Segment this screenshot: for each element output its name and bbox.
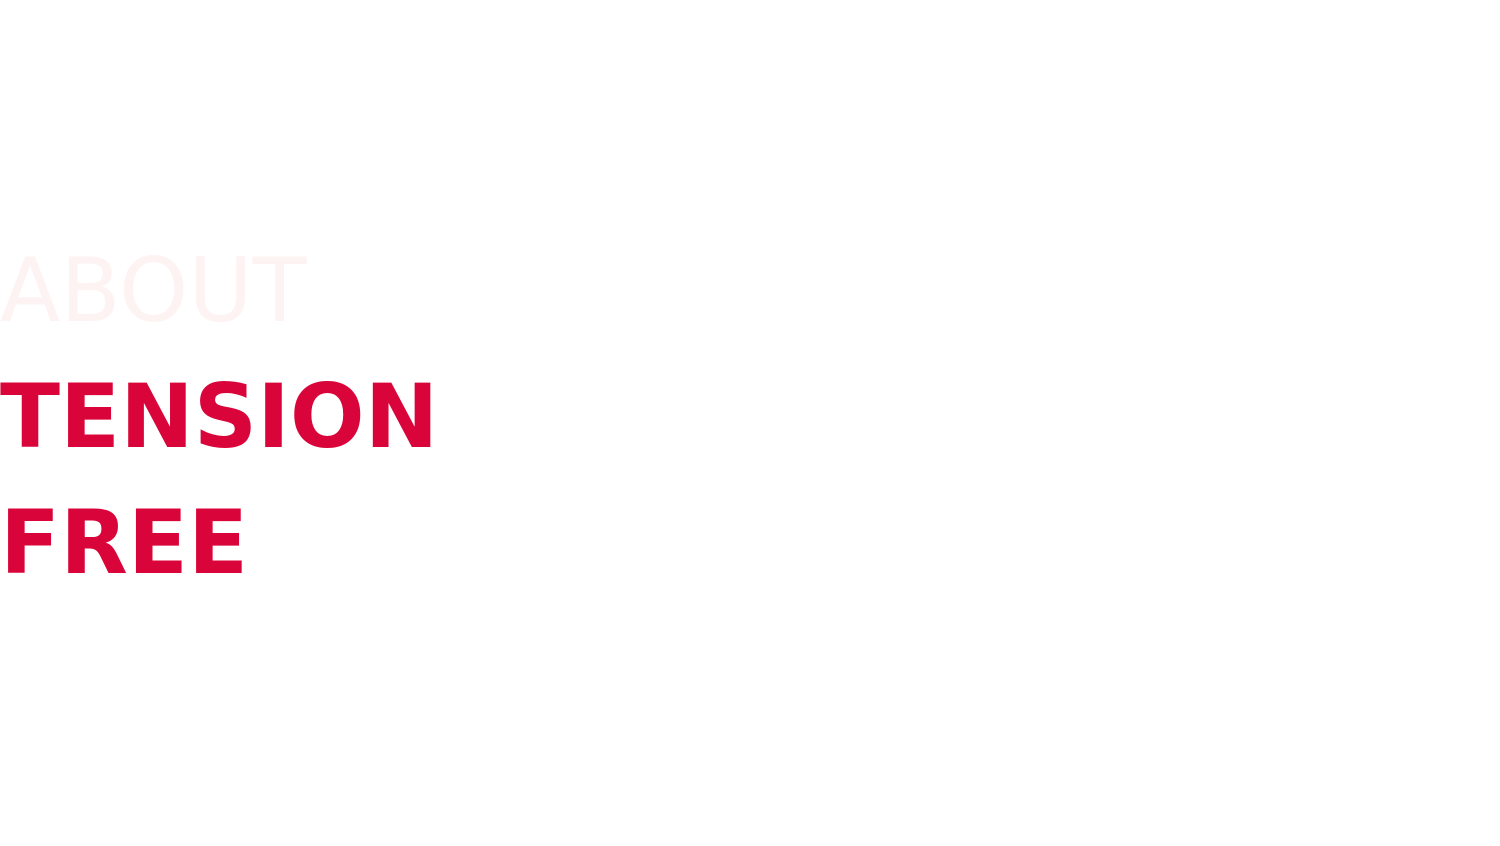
heading-line-about: ABOUT: [0, 239, 307, 342]
heading-line-tension: TENSION: [0, 365, 439, 468]
hero-heading: ABOUT TENSION FREE: [0, 228, 438, 606]
heading-line-free: FREE: [0, 491, 249, 594]
